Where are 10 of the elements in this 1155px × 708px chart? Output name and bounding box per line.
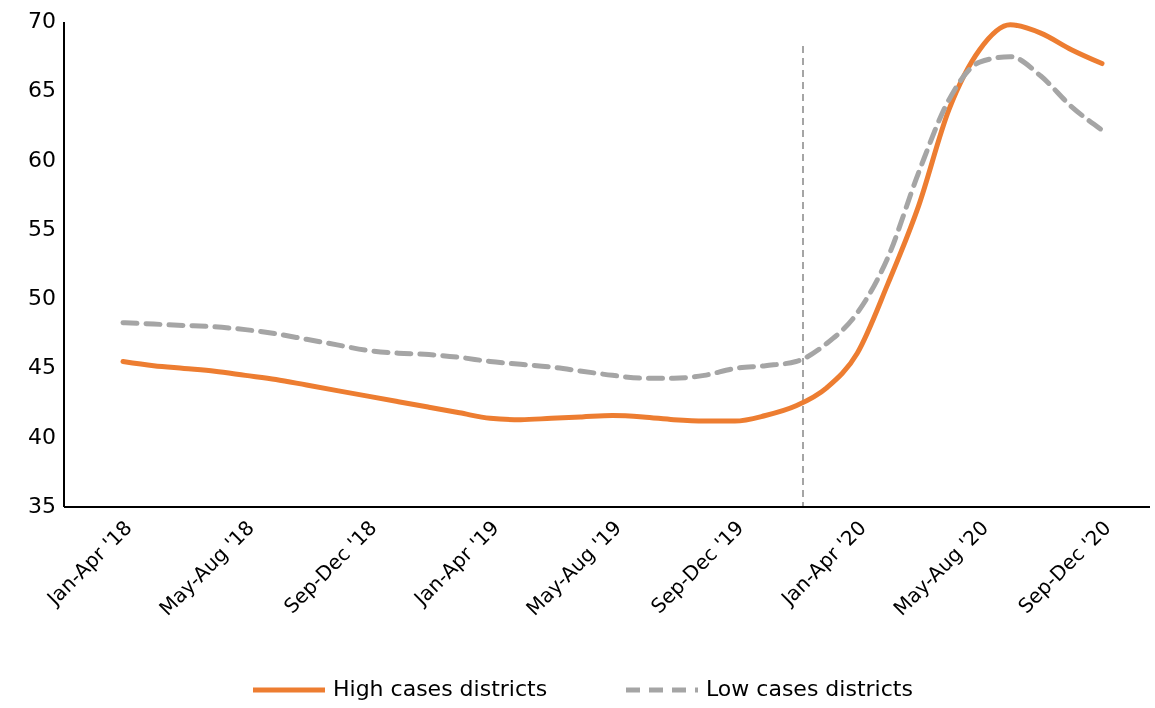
legend-label: Low cases districts — [706, 676, 913, 701]
y-tick-label: 45 — [28, 354, 56, 380]
y-tick-label: 50 — [28, 285, 56, 311]
y-tick-label: 40 — [28, 423, 56, 449]
legend-label: High cases districts — [333, 676, 548, 701]
y-tick-label: 55 — [28, 215, 56, 241]
y-tick-label: 65 — [28, 77, 56, 103]
y-tick-label: 60 — [28, 146, 56, 172]
y-tick-label: 70 — [28, 8, 56, 33]
y-tick-label: 35 — [28, 493, 56, 518]
